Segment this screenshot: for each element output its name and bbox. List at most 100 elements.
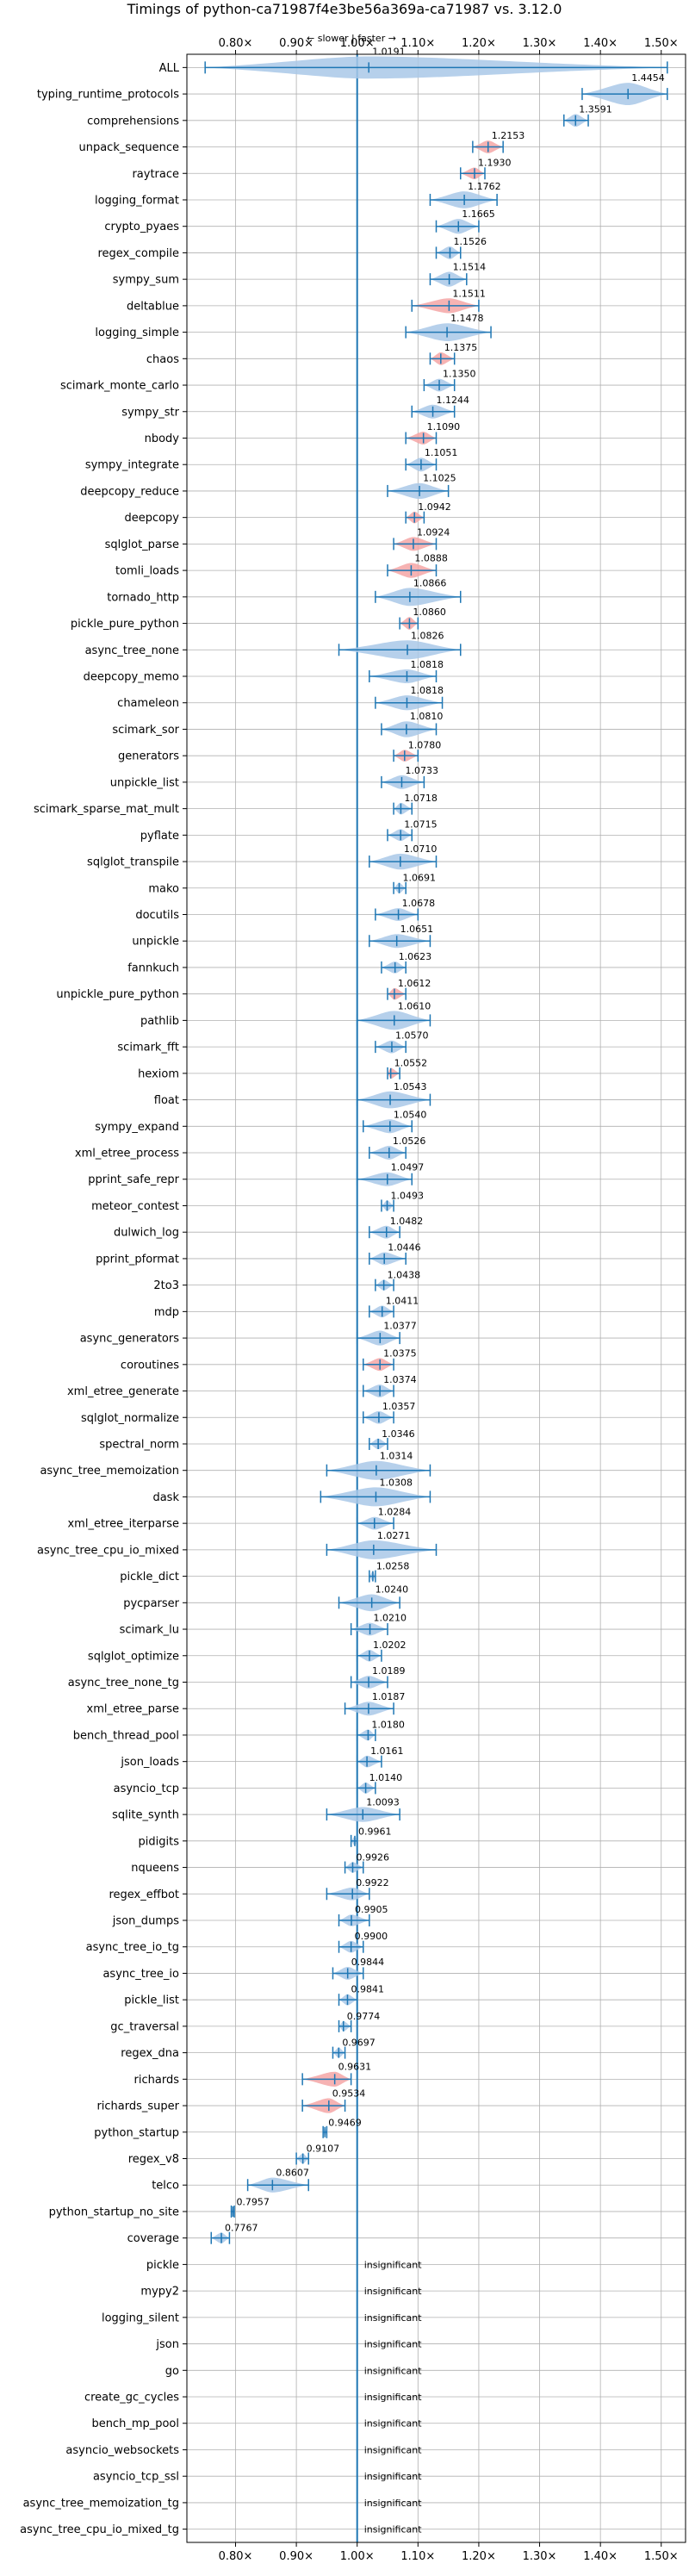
benchmark-name-label: pickle_pure_python [71, 618, 179, 631]
benchmark-name-label: sympy_expand [95, 1121, 179, 1134]
violin-richards [301, 2071, 352, 2087]
benchmark-name-label: chaos [146, 353, 179, 366]
value-label: 1.0411 [386, 1296, 419, 1307]
x-tick-label-top: 1.30× [523, 37, 557, 50]
value-label: 0.8607 [276, 2168, 309, 2179]
value-label: 1.1375 [444, 342, 478, 353]
value-label: 1.0346 [382, 1428, 415, 1440]
x-tick-label-bottom: 1.50× [644, 2550, 679, 2563]
x-tick-label-bottom: 1.30× [523, 2550, 557, 2563]
x-tick-label-bottom: 1.40× [583, 2550, 618, 2563]
violin-async_tree_cpu_io_mixed [326, 1540, 438, 1559]
benchmark-name-label: pprint_safe_repr [88, 1173, 179, 1186]
x-tick-label-top: 0.80× [219, 37, 253, 50]
benchmark-name-label: sqlite_synth [112, 1809, 179, 1822]
violin-sympy_str [411, 404, 456, 419]
benchmark-name-label: async_tree_io_tg [86, 1941, 179, 1954]
violin-pidigits [350, 1834, 358, 1847]
x-tick-label-top: 0.90× [279, 37, 313, 50]
benchmark-name-label: sqlglot_normalize [81, 1412, 179, 1425]
value-label: 1.0552 [394, 1058, 428, 1069]
value-label: 1.0540 [394, 1109, 427, 1120]
violin-tomli_loads [387, 563, 438, 578]
benchmark-name-label: chameleon [117, 697, 179, 710]
benchmark-name-label: regex_dna [121, 2047, 179, 2060]
value-label: 1.3591 [579, 103, 612, 115]
violin-deepcopy_memo [369, 669, 438, 683]
value-label: 1.0140 [369, 1772, 403, 1783]
benchmark-name-label: coroutines [121, 1359, 179, 1372]
benchmark-name-label: scimark_sor [112, 724, 179, 737]
value-label: 0.9631 [338, 2062, 372, 2073]
benchmark-name-label: xml_etree_iterparse [67, 1518, 179, 1531]
violin-xml_etree_iterparse [356, 1516, 394, 1530]
benchmark-name-label: pickle [146, 2259, 179, 2272]
value-label: 0.9922 [356, 1877, 389, 1888]
value-label: 1.0810 [410, 711, 444, 722]
value-label: 1.2153 [492, 130, 525, 141]
benchmark-name-label: async_tree_none_tg [68, 1677, 179, 1689]
value-label: 1.1526 [453, 236, 487, 247]
benchmark-name-label: nbody [145, 432, 180, 445]
violin-python_startup_no_site [230, 2205, 235, 2218]
benchmark-name-label: regex_v8 [128, 2153, 179, 2166]
value-label: 1.0284 [378, 1507, 412, 1518]
x-tick-label-top: 1.20× [462, 37, 496, 50]
value-label: 1.0377 [383, 1320, 417, 1331]
value-label: 1.1930 [478, 157, 512, 168]
benchmark-name-label: comprehensions [87, 115, 179, 128]
violin-tornado_http [375, 588, 462, 607]
chart-subtitle: ← slower | faster → [307, 33, 396, 44]
benchmark-name-label: mako [148, 882, 179, 895]
violin-bench_thread_pool [356, 1728, 376, 1741]
value-label: 0.9961 [358, 1826, 392, 1837]
benchmark-name-label: pycparser [123, 1597, 179, 1610]
benchmark-name-label: sqlglot_parse [105, 538, 179, 551]
value-label: 1.0924 [417, 526, 450, 538]
violin-pprint_safe_repr [356, 1172, 413, 1186]
benchmark-name-label: regex_compile [97, 247, 179, 260]
value-label: 0.9697 [342, 2038, 376, 2049]
benchmark-name-label: deepcopy [124, 512, 179, 525]
violin-coverage [210, 2231, 231, 2244]
violin-typing_runtime_protocols [581, 83, 668, 105]
violin-float [356, 1091, 431, 1109]
value-label: 1.4454 [631, 72, 665, 84]
benchmark-name-label: typing_runtime_protocols [37, 89, 179, 102]
x-tick-label-top: 1.50× [644, 37, 679, 50]
benchmark-name-label: logging_simple [95, 327, 179, 339]
grid-layer [183, 50, 686, 2547]
x-tick-label-top: 1.00× [340, 37, 375, 50]
violin-unpickle [369, 934, 431, 949]
violin-dask [320, 1487, 431, 1507]
benchmark-name-label: async_generators [80, 1333, 180, 1346]
violin-coroutines [363, 1358, 394, 1372]
violin-comprehensions [563, 114, 589, 128]
benchmark-name-label: coverage [127, 2232, 179, 2245]
violin-scimark_sparse_mat_mult [393, 802, 413, 815]
violin-xml_etree_generate [363, 1384, 394, 1397]
value-label: 1.1511 [452, 288, 486, 299]
insignificant-label: insignificant [364, 2471, 423, 2482]
violin-xml_etree_parse [344, 1702, 394, 1716]
benchmark-name-label: python_startup_no_site [49, 2206, 179, 2218]
value-label: 1.1350 [443, 369, 476, 380]
value-label: 1.0715 [404, 819, 438, 831]
insignificant-label: insignificant [364, 2498, 423, 2509]
value-label: 1.0210 [374, 1613, 407, 1624]
value-label: 1.0526 [393, 1136, 426, 1147]
value-label: 1.1762 [468, 181, 501, 192]
violin-telco [246, 2177, 309, 2193]
benchmark-name-label: scimark_fft [117, 1042, 179, 1055]
value-label: 1.0570 [395, 1030, 429, 1042]
value-label: 1.0314 [380, 1451, 413, 1462]
value-label: 1.0543 [394, 1081, 427, 1092]
x-tick-label-bottom: 1.00× [340, 2550, 375, 2563]
violin-regex_dna [332, 2046, 346, 2059]
violin-pathlib [356, 1011, 431, 1030]
x-tick-label-top: 1.10× [400, 37, 435, 50]
value-label: 1.0375 [383, 1347, 417, 1359]
benchmark-name-label: xml_etree_parse [87, 1703, 179, 1716]
benchmark-name-label: asyncio_tcp_ssl [93, 2471, 179, 2484]
violin-regex_compile [435, 246, 462, 259]
